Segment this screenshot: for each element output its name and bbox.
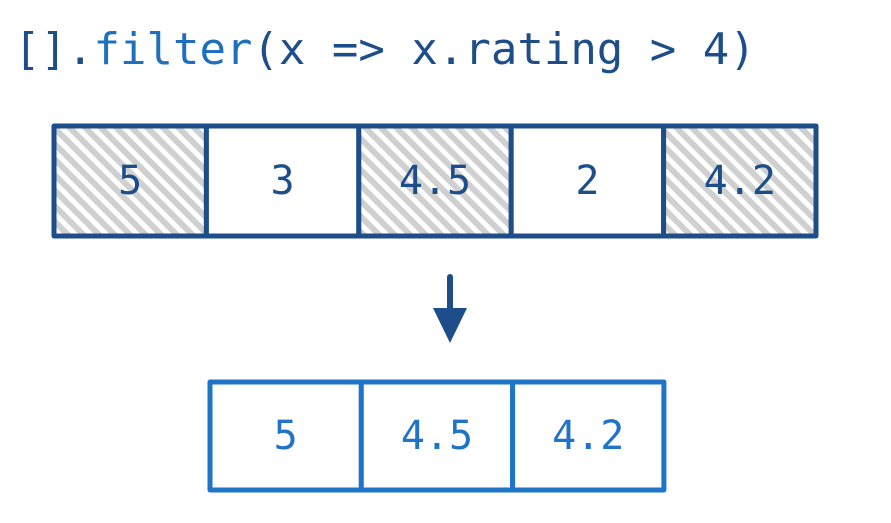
- source-cell-value: 2: [575, 158, 599, 204]
- down-arrow-icon: [433, 274, 467, 343]
- source-cell-box: [508, 123, 667, 239]
- result-cell: 4.2: [510, 379, 667, 493]
- source-cell-box: [203, 123, 362, 239]
- source-cell-value: 3: [271, 158, 295, 204]
- source-cell-value: 4.2: [704, 158, 776, 204]
- result-cell: 4.5: [358, 379, 516, 493]
- code-brackets: []: [14, 24, 67, 75]
- result-array: 5 4.5 4.2: [207, 379, 667, 493]
- result-cell-box: [510, 379, 667, 493]
- source-cell: 4.5: [356, 123, 514, 239]
- result-cell-value: 4.5: [401, 413, 473, 459]
- source-cell: 5: [51, 123, 209, 239]
- source-cell-value: 5: [118, 158, 142, 204]
- code-dot: .: [66, 24, 94, 75]
- source-cell: 2: [508, 123, 667, 239]
- source-cell-box: [51, 123, 209, 239]
- source-cell: 3: [203, 123, 362, 239]
- result-cell-box: [358, 379, 516, 493]
- result-cell-value: 5: [274, 413, 298, 459]
- result-cell: 5: [207, 379, 364, 493]
- code-expression: [].filter(x => x.rating > 4): [14, 14, 756, 86]
- source-cell: 4.2: [661, 123, 819, 239]
- result-cell-value: 4.2: [552, 413, 624, 459]
- source-cell-value: 4.5: [399, 158, 471, 204]
- code-arguments: (x => x.rating > 4): [252, 24, 756, 75]
- source-cell-box: [661, 123, 819, 239]
- code-method: filter: [93, 24, 253, 75]
- result-cell-box: [207, 379, 364, 493]
- source-array: 5 3 4.5 2 4.2: [51, 123, 819, 239]
- source-cell-box: [356, 123, 514, 239]
